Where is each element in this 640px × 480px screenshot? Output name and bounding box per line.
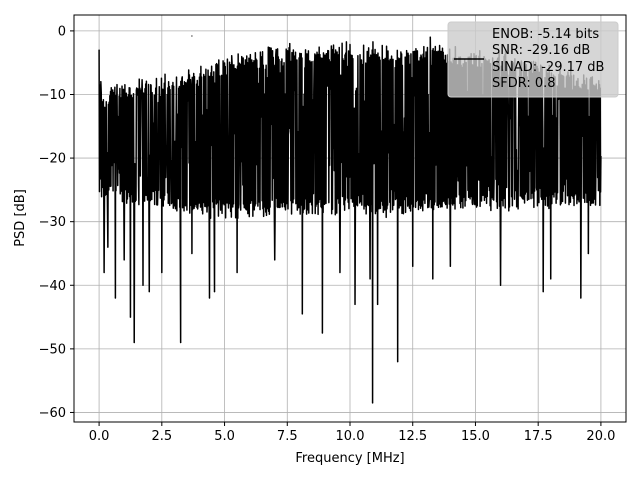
- x-tick-label: 12.5: [398, 429, 427, 444]
- y-tick-label: −40: [39, 279, 66, 294]
- psd-extreme-point: [301, 313, 303, 315]
- psd-extreme-point: [369, 278, 371, 280]
- y-axis-label: PSD [dB]: [13, 189, 28, 247]
- legend-box: [447, 21, 619, 98]
- series-layer: [98, 35, 602, 404]
- psd-extreme-point: [129, 316, 132, 318]
- psd-extreme-point: [412, 265, 414, 267]
- y-tick-label: −10: [39, 88, 66, 103]
- x-tick-label: 0.0: [89, 429, 110, 444]
- psd-extreme-point: [289, 43, 291, 45]
- legend-entry-snr: SNR: -29.16 dB: [492, 43, 590, 58]
- x-tick-label: 7.5: [277, 429, 298, 444]
- psd-extreme-point: [354, 303, 356, 305]
- psd-extreme-point: [208, 297, 211, 299]
- psd-extreme-point: [107, 246, 109, 248]
- x-tick-label: 15.0: [461, 429, 490, 444]
- psd-extreme-point: [213, 291, 216, 293]
- x-tick-label: 17.5: [524, 429, 553, 444]
- psd-extreme-point: [587, 252, 589, 255]
- y-tick-label: −60: [39, 406, 66, 421]
- psd-extreme-point: [580, 297, 582, 299]
- x-tick-label: 10.0: [336, 429, 365, 444]
- psd-extreme-point: [98, 49, 100, 51]
- psd-extreme-point: [114, 297, 116, 299]
- legend-entry-enob: ENOB: -5.14 bits: [492, 27, 599, 42]
- psd-extreme-point: [191, 35, 193, 37]
- y-tick-label: −50: [39, 342, 66, 357]
- x-axis-label: Frequency [MHz]: [295, 451, 404, 466]
- psd-extreme-point: [103, 271, 105, 274]
- psd-extreme-point: [236, 271, 238, 274]
- psd-extreme-point: [161, 271, 163, 274]
- psd-extreme-point: [449, 265, 451, 267]
- legend-entry-sinad: SINAD: -29.17 dB: [492, 60, 604, 75]
- psd-extreme-point: [542, 291, 544, 293]
- psd-extreme-point: [191, 252, 193, 255]
- psd-extreme-point: [499, 284, 502, 286]
- psd-extreme-point: [274, 259, 276, 261]
- psd-extreme-point: [429, 36, 431, 38]
- legend: ENOB: -5.14 bits SNR: -29.16 dB SINAD: -…: [447, 21, 619, 98]
- y-tick-label: −30: [39, 215, 66, 230]
- psd-series-line: [98, 36, 602, 404]
- y-tick-label: −20: [39, 152, 66, 167]
- psd-extreme-point: [371, 402, 374, 404]
- psd-extreme-point: [339, 271, 341, 274]
- psd-extreme-point: [432, 278, 434, 280]
- psd-extreme-point: [550, 278, 552, 280]
- psd-extreme-point: [148, 291, 150, 293]
- psd-extreme-point: [133, 341, 135, 344]
- x-tick-label: 2.5: [151, 429, 172, 444]
- psd-extreme-point: [100, 81, 102, 83]
- psd-extreme-point: [180, 341, 182, 344]
- psd-extreme-point: [377, 303, 379, 305]
- x-tick-label: 20.0: [586, 429, 615, 444]
- plot-area: [98, 35, 602, 404]
- psd-extreme-point: [123, 259, 125, 261]
- psd-extreme-point: [321, 332, 323, 334]
- psd-extreme-point: [397, 360, 399, 363]
- y-ticks: 0 −10 −20 −30 −40 −50 −60: [39, 24, 74, 421]
- legend-entry-sfdr: SFDR: 0.8: [492, 76, 556, 91]
- psd-extreme-point: [142, 284, 144, 286]
- y-tick-label: 0: [58, 24, 66, 39]
- x-tick-label: 5.0: [214, 429, 235, 444]
- x-ticks: 0.0 2.5 5.0 7.5 10.0 12.5 15.0 17.5 20.0: [89, 422, 615, 444]
